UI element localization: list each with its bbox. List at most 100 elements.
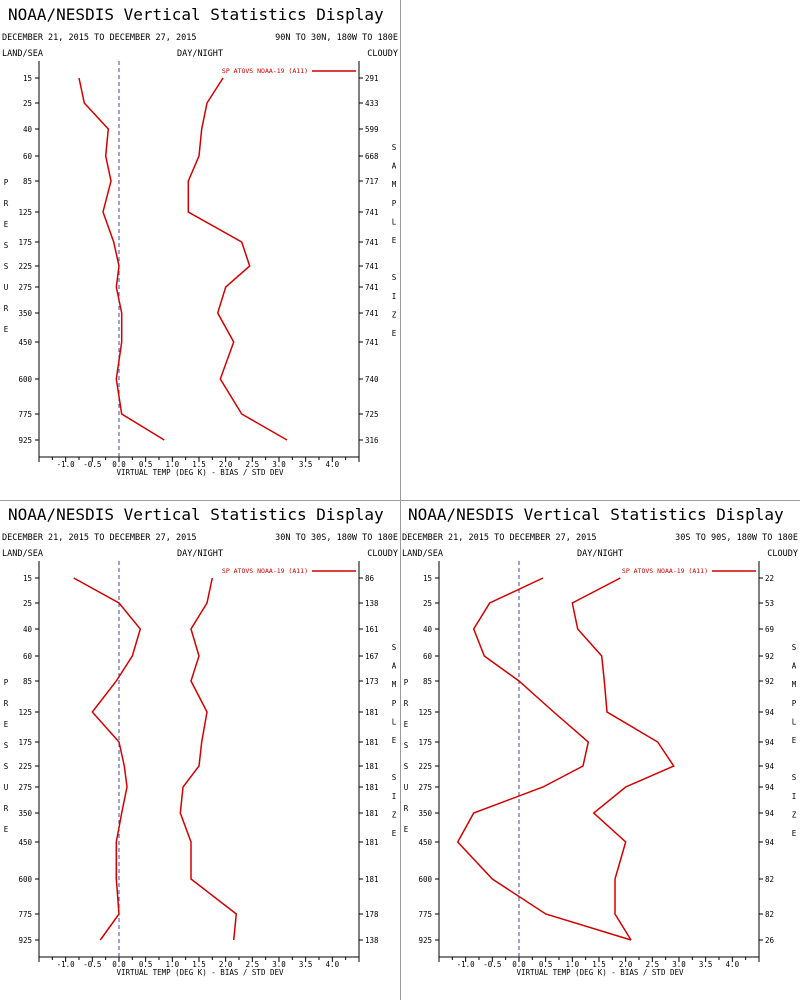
sample-size-axis-letter: S	[392, 273, 397, 282]
sample-size-label: 22	[765, 574, 774, 583]
y-axis-label-letter: E	[4, 325, 9, 334]
sample-size-axis-letter: M	[392, 680, 397, 689]
y-axis-label-letter: P	[404, 678, 409, 687]
sample-size-label: 741	[365, 309, 379, 318]
x-tick-label: 0.5	[539, 960, 553, 969]
x-tick-label: 1.5	[192, 460, 206, 469]
pressure-level-label: 175	[18, 238, 32, 247]
std-dev-line	[571, 577, 675, 941]
y-axis-label-letter: S	[4, 741, 9, 750]
sample-size-label: 741	[365, 208, 379, 217]
y-axis-label-letter: E	[404, 825, 409, 834]
pressure-level-label: 60	[423, 652, 433, 661]
x-tick-label: -0.5	[83, 460, 101, 469]
sample-size-axis-letter: P	[392, 199, 397, 208]
y-axis-label-letter: S	[4, 241, 9, 250]
region-label: 90N TO 30N, 180W TO 180E	[275, 33, 398, 43]
x-tick-label: 1.5	[592, 960, 606, 969]
x-tick-label: 3.5	[299, 960, 313, 969]
land-sea-label: LAND/SEA	[2, 549, 43, 559]
sample-size-axis-letter: M	[392, 180, 397, 189]
pressure-level-label: 125	[18, 708, 32, 717]
legend-label: SP ATOVS NOAA-19 (A11)	[222, 567, 308, 575]
bias-line	[78, 77, 165, 441]
sample-size-axis-letter: I	[392, 292, 397, 301]
pressure-level-label: 15	[23, 574, 32, 583]
sample-size-axis-letter: A	[392, 162, 397, 171]
x-tick-label: 2.0	[219, 960, 233, 969]
sample-size-label: 82	[765, 875, 774, 884]
sample-size-axis-letter: E	[792, 736, 797, 745]
x-tick-label: 2.5	[246, 960, 260, 969]
chart-title: NOAA/NESDIS Vertical Statistics Display	[408, 505, 784, 524]
x-axis-label: VIRTUAL TEMP (DEG K) - BIAS / STD DEV	[116, 968, 284, 977]
x-tick-label: 1.0	[166, 460, 180, 469]
sample-size-label: 433	[365, 99, 379, 108]
sample-size-label: 741	[365, 238, 379, 247]
pressure-level-label: 25	[423, 599, 432, 608]
x-tick-label: 4.0	[326, 460, 340, 469]
x-tick-label: 2.0	[219, 460, 233, 469]
y-axis-label-letter: U	[404, 783, 409, 792]
y-axis-label-letter: R	[4, 699, 9, 708]
x-tick-label: 2.5	[646, 960, 660, 969]
sample-size-label: 181	[365, 809, 379, 818]
x-tick-label: 2.0	[619, 960, 633, 969]
sample-size-axis-letter: L	[392, 717, 397, 726]
std-dev-line	[187, 77, 288, 441]
chart-panel-30s-90s: NOAA/NESDIS Vertical Statistics Display D…	[400, 500, 800, 1000]
bias-line	[73, 577, 142, 941]
sample-size-label: 316	[365, 436, 379, 445]
y-axis-label-letter: U	[4, 283, 9, 292]
sample-size-label: 94	[765, 708, 775, 717]
pressure-level-label: 350	[18, 809, 32, 818]
sample-size-label: 94	[765, 738, 775, 747]
pressure-level-label: 175	[418, 738, 432, 747]
y-axis-label-letter: R	[404, 699, 409, 708]
legend-label: SP ATOVS NOAA-19 (A11)	[222, 67, 308, 75]
land-sea-label: LAND/SEA	[2, 49, 43, 59]
sample-size-label: 167	[365, 652, 379, 661]
x-tick-label: 0.0	[512, 960, 526, 969]
sample-size-label: 181	[365, 875, 379, 884]
pressure-level-label: 775	[18, 910, 32, 919]
sample-size-label: 138	[365, 936, 379, 945]
land-sea-label: LAND/SEA	[402, 549, 443, 559]
x-tick-label: -1.0	[57, 960, 76, 969]
sample-size-label: 161	[365, 625, 379, 634]
pressure-level-label: 600	[18, 375, 32, 384]
sample-size-label: 741	[365, 338, 379, 347]
sample-size-axis-letter: E	[792, 829, 797, 838]
x-tick-label: 3.0	[672, 960, 686, 969]
sample-size-label: 26	[765, 936, 775, 945]
sample-size-label: 181	[365, 783, 379, 792]
x-tick-label: 0.0	[112, 460, 126, 469]
pressure-level-label: 125	[18, 208, 32, 217]
y-axis-label-letter: P	[4, 178, 9, 187]
pressure-level-label: 85	[23, 177, 32, 186]
pressure-level-label: 275	[18, 783, 32, 792]
sample-size-label: 173	[365, 677, 379, 686]
x-tick-label: -1.0	[57, 460, 76, 469]
sample-size-axis-letter: E	[392, 236, 397, 245]
std-dev-line	[179, 577, 238, 941]
pressure-level-label: 25	[23, 599, 32, 608]
y-axis-label-letter: E	[404, 720, 409, 729]
bias-line	[456, 577, 632, 941]
y-axis-label-letter: S	[4, 262, 9, 271]
pressure-level-label: 60	[23, 152, 33, 161]
pressure-level-label: 225	[18, 762, 32, 771]
pressure-level-label: 40	[23, 625, 33, 634]
sample-size-label: 94	[765, 783, 775, 792]
pressure-level-label: 925	[18, 936, 32, 945]
pressure-level-label: 15	[23, 74, 32, 83]
pressure-level-label: 350	[418, 809, 432, 818]
y-axis-label-letter: E	[4, 720, 9, 729]
sample-size-axis-letter: S	[792, 773, 797, 782]
sample-size-axis-letter: L	[392, 217, 397, 226]
x-tick-label: 0.0	[112, 960, 126, 969]
x-axis-label: VIRTUAL TEMP (DEG K) - BIAS / STD DEV	[116, 468, 284, 477]
pressure-level-label: 175	[18, 738, 32, 747]
y-axis-label-letter: S	[404, 762, 409, 771]
chart-panel-30n-30s: NOAA/NESDIS Vertical Statistics Display D…	[0, 500, 400, 1000]
